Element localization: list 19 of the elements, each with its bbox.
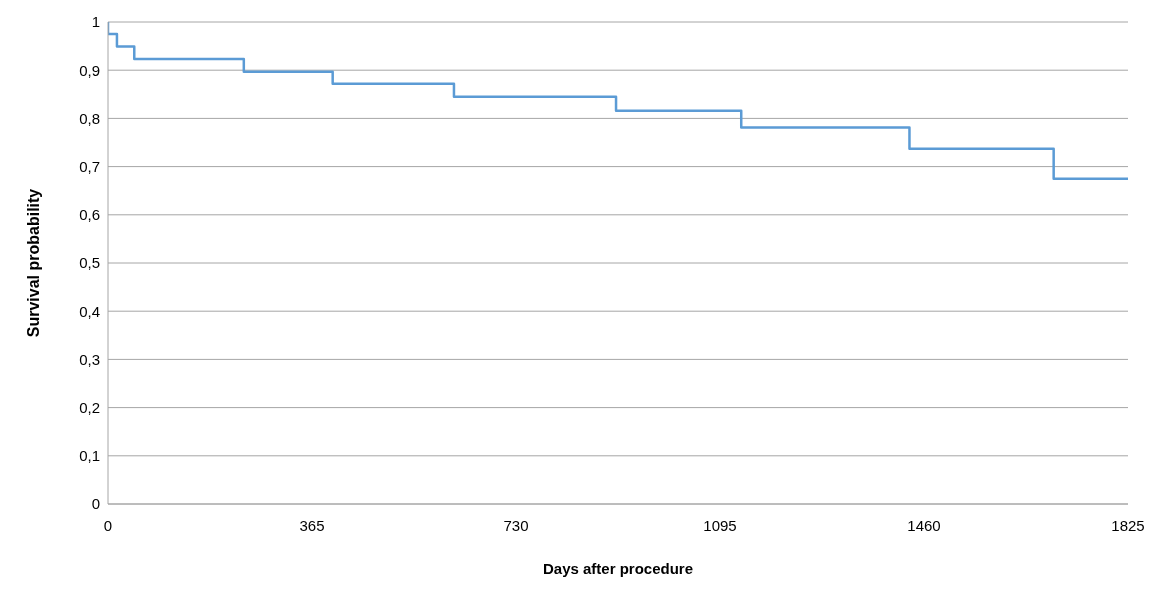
y-tick-label: 0,8 <box>79 109 100 127</box>
y-tick-label: 0,4 <box>79 302 100 320</box>
y-axis-title: Survival probability <box>24 188 42 338</box>
y-tick-label: 1 <box>91 13 100 31</box>
x-axis-title: Days after procedure <box>542 560 694 577</box>
y-tick-label: 0,2 <box>79 398 100 416</box>
y-tick-label: 0 <box>91 495 100 513</box>
x-tick-label: 1825 <box>1111 516 1145 534</box>
x-tick-label: 1460 <box>907 516 941 534</box>
y-tick-label: 0,6 <box>79 206 100 224</box>
x-tick-label: 1095 <box>703 516 737 534</box>
x-tick-label: 365 <box>299 516 325 534</box>
y-tick-label: 0,7 <box>79 157 100 175</box>
x-tick-label: 0 <box>103 516 113 534</box>
y-tick-label: 0,1 <box>79 447 100 465</box>
y-tick-label: 0,9 <box>79 61 100 79</box>
x-tick-label: 730 <box>503 516 529 534</box>
y-tick-label: 0,3 <box>79 350 100 368</box>
y-tick-label: 0,5 <box>79 254 100 272</box>
